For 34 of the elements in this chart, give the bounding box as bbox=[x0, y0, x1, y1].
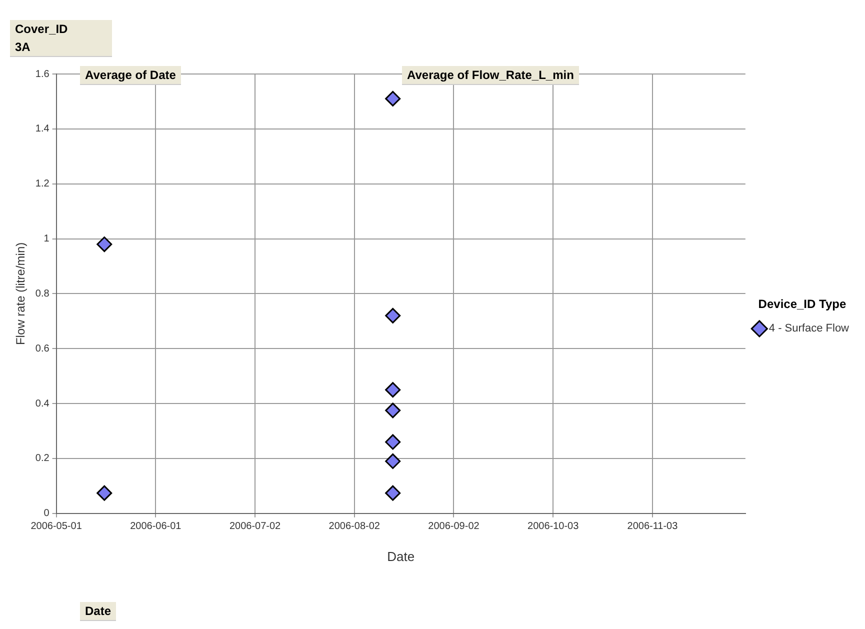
point bbox=[385, 308, 401, 324]
text: 3A bbox=[10, 38, 112, 57]
y-tick-label: 1.4 bbox=[35, 124, 50, 135]
x-tick-label: 2006-10-03 bbox=[528, 521, 580, 532]
x-tick-label: 2006-09-02 bbox=[428, 521, 480, 532]
y-tick-label: 0.6 bbox=[35, 343, 50, 354]
y-tick-label: 0 bbox=[44, 508, 50, 520]
point bbox=[96, 236, 112, 252]
point bbox=[96, 485, 112, 501]
x-axis-title: Date bbox=[387, 548, 415, 564]
text: Cover_ID bbox=[10, 20, 112, 39]
legend-label: 4 - Surface Flow bbox=[768, 322, 850, 335]
x-tick-label: 2006-07-02 bbox=[229, 521, 282, 532]
x-tick-label: 2006-11-03 bbox=[627, 521, 678, 532]
y-tick-label: 0.8 bbox=[35, 288, 50, 300]
y-tick-label: 1 bbox=[44, 234, 50, 245]
y-tick-label: 1.6 bbox=[35, 68, 50, 80]
y-tick-label: 1.2 bbox=[35, 178, 50, 190]
point bbox=[385, 453, 401, 469]
x-tick-label: 2006-06-01 bbox=[130, 521, 182, 532]
x-tick-label: 2006-08-02 bbox=[328, 521, 380, 532]
point bbox=[385, 382, 401, 398]
point bbox=[385, 90, 401, 106]
text: Date bbox=[80, 602, 116, 621]
annotation: Average of Flow_Rate_L_min bbox=[402, 66, 579, 85]
point bbox=[385, 434, 401, 450]
y-tick-label: 0.2 bbox=[35, 453, 50, 464]
x-tick-label: 2006-05-01 bbox=[30, 521, 82, 532]
y-tick-label: 0.4 bbox=[35, 398, 50, 410]
point bbox=[385, 485, 401, 501]
annotation: Average of Date bbox=[80, 66, 181, 85]
legend-title: Device_ID Type bbox=[758, 297, 846, 312]
point bbox=[385, 402, 401, 418]
y-axis-title: Flow rate (litre/min) bbox=[14, 242, 28, 346]
